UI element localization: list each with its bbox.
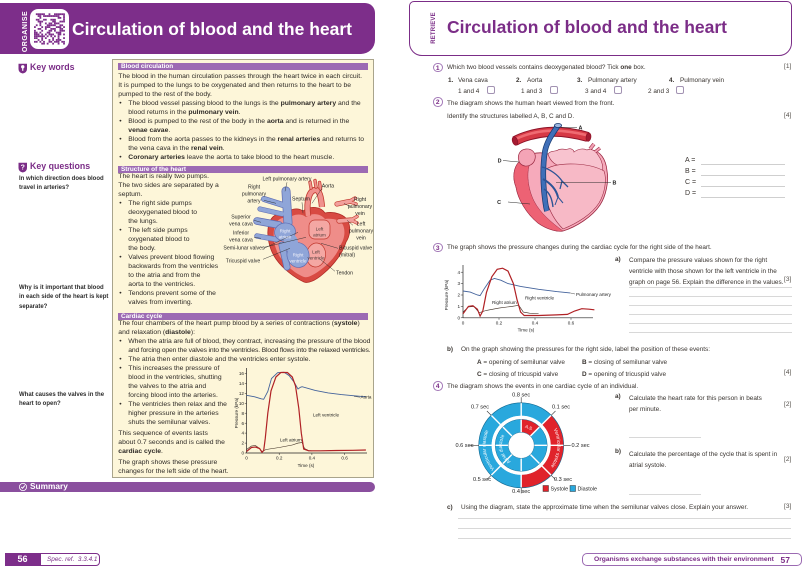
svg-text:Tricuspid valve: Tricuspid valve xyxy=(226,258,261,264)
svg-text:Semi-lunar valves: Semi-lunar valves xyxy=(223,245,265,251)
svg-text:C: C xyxy=(497,200,501,206)
svg-text:Right: Right xyxy=(354,197,367,203)
svg-text:A: A xyxy=(579,126,583,132)
svg-text:Inferior: Inferior xyxy=(233,230,249,236)
svg-text:B: B xyxy=(613,181,617,187)
svg-text:0.4: 0.4 xyxy=(532,321,539,326)
svg-text:0.6: 0.6 xyxy=(568,321,575,326)
svg-text:0.2 sec: 0.2 sec xyxy=(572,443,590,449)
svg-text:?: ? xyxy=(21,164,25,171)
svg-text:Superior: Superior xyxy=(231,214,251,220)
svg-text:0.6: 0.6 xyxy=(341,455,348,460)
svg-text:atrium: atrium xyxy=(279,234,292,239)
svg-text:10: 10 xyxy=(239,401,245,406)
svg-text:1: 1 xyxy=(457,304,460,309)
svg-text:Right atrium: Right atrium xyxy=(492,300,517,305)
svg-text:2: 2 xyxy=(241,440,244,445)
svg-text:Left: Left xyxy=(357,221,366,227)
svg-text:6: 6 xyxy=(241,420,244,425)
svg-text:artery: artery xyxy=(247,198,261,204)
svg-text:pulmonary: pulmonary xyxy=(349,228,374,234)
svg-text:Left atrium: Left atrium xyxy=(280,437,302,442)
svg-text:atrium: atrium xyxy=(313,232,326,237)
svg-text:Time (s): Time (s) xyxy=(298,463,315,468)
svg-text:4: 4 xyxy=(457,270,460,275)
svg-text:0.6 sec: 0.6 sec xyxy=(455,443,473,449)
svg-text:0.2: 0.2 xyxy=(496,321,503,326)
svg-text:0.4: 0.4 xyxy=(309,455,316,460)
svg-text:3: 3 xyxy=(457,281,460,286)
svg-text:Left: Left xyxy=(312,249,320,254)
svg-text:0: 0 xyxy=(462,321,465,326)
svg-text:vena cava: vena cava xyxy=(229,221,253,227)
svg-text:vena cava: vena cava xyxy=(229,237,253,243)
svg-text:8: 8 xyxy=(241,410,244,415)
svg-text:Diastole: Diastole xyxy=(578,487,597,493)
svg-text:0.8 sec: 0.8 sec xyxy=(512,393,530,399)
svg-text:Right ventricle: Right ventricle xyxy=(525,296,555,301)
svg-text:0.3 sec: 0.3 sec xyxy=(554,477,572,483)
svg-text:12: 12 xyxy=(239,391,245,396)
svg-text:ventricle: ventricle xyxy=(307,255,325,260)
svg-text:D: D xyxy=(498,159,502,165)
svg-text:0: 0 xyxy=(245,455,248,460)
svg-text:0.2: 0.2 xyxy=(276,455,283,460)
svg-text:Aorta: Aorta xyxy=(361,394,372,399)
svg-text:Right: Right xyxy=(280,228,291,233)
svg-text:0.7 sec: 0.7 sec xyxy=(471,405,489,411)
svg-text:Aorta: Aorta xyxy=(322,183,335,189)
svg-text:Left ventricle: Left ventricle xyxy=(313,412,339,417)
svg-text:Pulmonary artery: Pulmonary artery xyxy=(576,292,612,297)
svg-text:pulmonary: pulmonary xyxy=(348,204,373,210)
svg-text:A.S: A.S xyxy=(524,424,533,431)
svg-text:pulmonary: pulmonary xyxy=(242,191,267,197)
svg-text:2: 2 xyxy=(457,293,460,298)
svg-text:16: 16 xyxy=(239,371,245,376)
svg-text:Tendon: Tendon xyxy=(336,270,353,276)
svg-text:0: 0 xyxy=(241,450,244,455)
svg-text:Left pulmonary artery: Left pulmonary artery xyxy=(262,176,311,182)
svg-text:vein: vein xyxy=(355,211,365,217)
svg-text:Septum: Septum xyxy=(292,196,310,202)
svg-text:0: 0 xyxy=(457,315,460,320)
svg-text:0.4 sec: 0.4 sec xyxy=(512,489,530,495)
svg-text:vein: vein xyxy=(356,235,366,241)
svg-text:0.1 sec: 0.1 sec xyxy=(552,405,570,411)
svg-text:Pressure (kPa): Pressure (kPa) xyxy=(234,397,239,428)
svg-text:Bicuspid valve: Bicuspid valve xyxy=(339,245,372,251)
svg-text:Systole: Systole xyxy=(551,487,569,493)
svg-text:Pressure (kPa): Pressure (kPa) xyxy=(444,279,449,310)
svg-text:(mitral): (mitral) xyxy=(339,252,355,258)
svg-text:Time (s): Time (s) xyxy=(518,328,535,333)
svg-text:ventricle: ventricle xyxy=(289,258,307,263)
svg-text:14: 14 xyxy=(239,381,245,386)
svg-text:Right: Right xyxy=(248,184,261,190)
svg-text:Right: Right xyxy=(293,252,304,257)
svg-text:0.5 sec: 0.5 sec xyxy=(473,477,491,483)
svg-text:4: 4 xyxy=(241,430,244,435)
svg-text:Left: Left xyxy=(316,226,324,231)
